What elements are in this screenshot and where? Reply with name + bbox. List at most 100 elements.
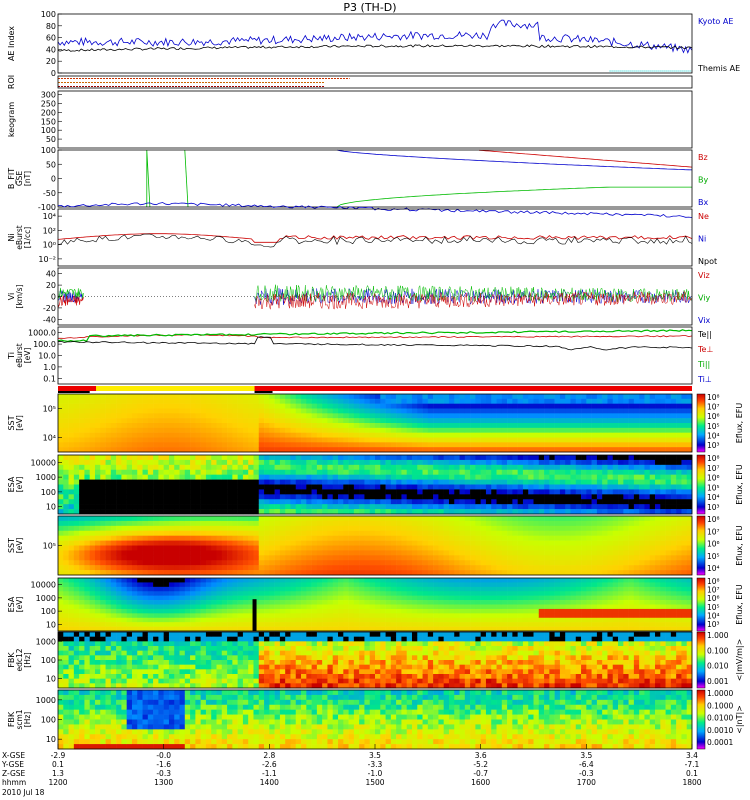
spectrogram-cell <box>359 437 365 443</box>
spectrogram-cell <box>89 591 96 596</box>
spectrogram-cell <box>274 418 281 424</box>
spectrogram-cell <box>116 398 122 404</box>
spectrogram-cell <box>559 432 566 438</box>
spectrogram-cell <box>89 403 96 409</box>
spectrogram-cell <box>137 626 143 632</box>
spectrogram-cell <box>586 442 592 448</box>
spectrogram-cell <box>158 582 164 588</box>
spectrogram-cell <box>501 489 508 495</box>
spectrogram-cell <box>406 499 413 505</box>
spectrogram-cell <box>591 484 598 490</box>
spectrogram-cell <box>618 530 624 536</box>
spectrogram-cell <box>153 394 159 400</box>
spectrogram-cell <box>338 520 344 527</box>
spectrogram-cell <box>390 413 397 419</box>
spectrogram-cell <box>216 427 223 433</box>
spectrogram-cell <box>591 545 598 551</box>
spectrogram-cell <box>359 499 365 505</box>
spectrogram-cell <box>443 560 450 566</box>
spectrogram-cell <box>126 578 133 583</box>
spectrogram-cell <box>448 560 455 566</box>
spectrogram-cell <box>570 550 577 556</box>
spectrogram-cell <box>274 535 281 541</box>
spectrogram-cell <box>417 555 423 561</box>
spectrogram-cell <box>676 398 682 404</box>
spectrogram-cell <box>147 504 154 510</box>
spectrogram-cell <box>301 535 307 541</box>
spectrogram-cell <box>501 474 508 480</box>
spectrogram-cell <box>639 550 645 556</box>
spectrogram-cell <box>179 464 186 471</box>
spectrogram-cell <box>147 499 154 505</box>
spectrogram-cell <box>464 437 471 443</box>
spectrogram-cell <box>485 469 492 475</box>
spectrogram-cell <box>670 560 677 566</box>
spectrogram-cell <box>602 408 608 414</box>
series-vix <box>254 287 693 306</box>
spectrogram-cell <box>100 479 106 485</box>
spectrogram-cell <box>612 413 619 419</box>
spectrogram-cell <box>522 550 529 556</box>
spectrogram-cell <box>644 437 651 443</box>
spectrogram-cell <box>205 484 212 490</box>
spectrogram-cell <box>581 432 587 438</box>
spectrogram-cell <box>327 423 334 429</box>
spectrogram-cell <box>174 520 180 527</box>
spectrogram-cell <box>612 535 619 541</box>
spectrogram-cell <box>242 489 249 495</box>
spectrogram-cell <box>232 418 238 424</box>
spectrogram-cell <box>232 555 238 561</box>
spectrogram-cell <box>581 479 587 485</box>
spectrogram-cell <box>353 504 360 510</box>
spectrogram-cell <box>126 437 133 443</box>
spectrogram-cell <box>565 423 571 429</box>
spectrogram-cell <box>73 595 80 601</box>
spectrogram-cell <box>390 442 397 448</box>
y-tick-label: 80 <box>46 22 56 31</box>
spectrogram-cell <box>221 613 228 619</box>
spectrogram-cell <box>485 408 492 414</box>
spectrogram-cell <box>670 489 677 495</box>
spectrogram-cell <box>89 613 96 619</box>
spectrogram-cell <box>327 530 334 536</box>
spectrogram-cell <box>628 520 635 527</box>
spectrogram-cell <box>301 499 307 505</box>
spectrogram-cell <box>100 442 106 448</box>
spectrogram-cell <box>242 484 249 490</box>
spectrogram-cell <box>184 418 191 424</box>
spectrogram-cell <box>459 545 466 551</box>
spectrogram-cell <box>232 622 238 627</box>
spectrogram-cell <box>607 545 614 551</box>
spectrogram-cell <box>242 525 249 532</box>
spectrogram-cell <box>211 464 217 471</box>
spectrogram-cell <box>269 474 275 480</box>
status-bar-gap <box>58 391 90 393</box>
spectrogram-cell <box>343 459 349 466</box>
spectrogram-cell <box>110 591 117 596</box>
spectrogram-cell <box>322 408 328 414</box>
spectrogram-cell <box>348 494 355 500</box>
spectrogram-cell <box>375 555 381 561</box>
spectrogram-cell <box>380 413 386 419</box>
spectrogram-cell <box>665 442 672 448</box>
spectrogram-cell <box>58 447 64 453</box>
spectrogram-cell <box>364 403 371 409</box>
spectrogram-cell <box>105 582 112 588</box>
spectrogram-cell <box>221 504 228 510</box>
spectrogram-cell <box>359 504 365 510</box>
spectrogram-cell <box>554 504 561 510</box>
spectrogram-cell <box>174 432 180 438</box>
spectrogram-cell <box>105 432 112 438</box>
spectrogram-cell <box>359 545 365 551</box>
spectrogram-cell <box>126 626 133 632</box>
spectrogram-cell <box>232 442 238 448</box>
spectrogram-cell <box>448 403 455 409</box>
y-tick-label: 20 <box>46 57 56 66</box>
spectrogram-cell <box>559 479 566 485</box>
spectrogram-cell <box>639 464 645 471</box>
spectrogram-cell <box>501 570 508 576</box>
spectrogram-cell <box>68 474 75 480</box>
spectrogram-cell <box>137 520 143 527</box>
spectrogram-cell <box>126 413 133 419</box>
spectrogram-cell <box>184 437 191 443</box>
